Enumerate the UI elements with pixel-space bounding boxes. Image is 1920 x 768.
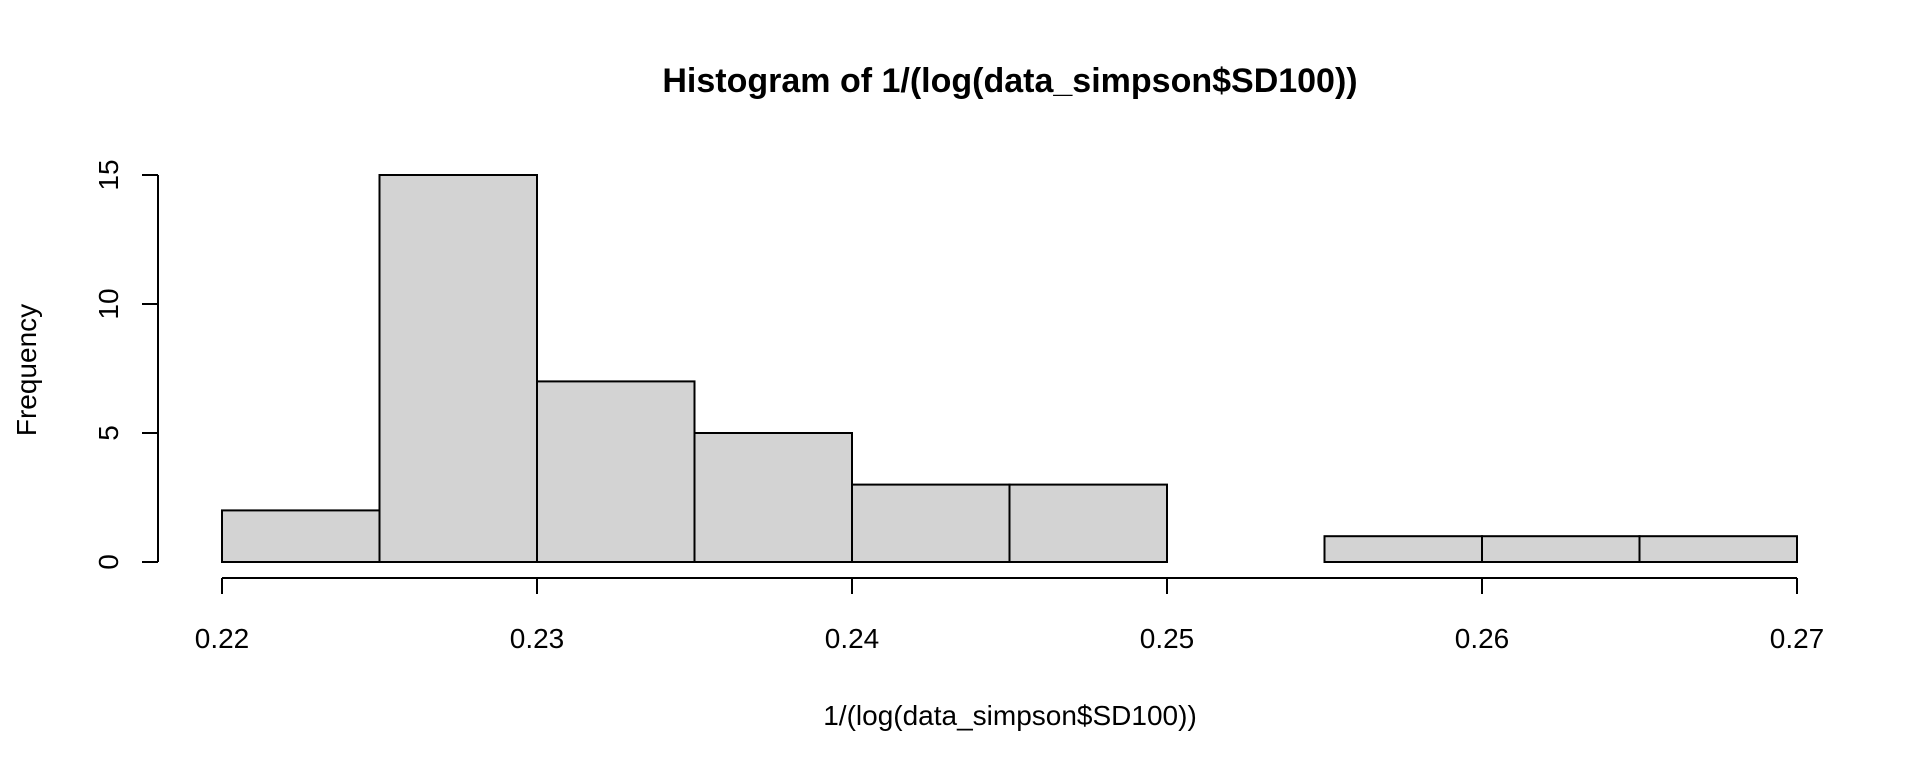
x-tick-label: 0.22 (195, 623, 250, 654)
y-axis: 0 5 10 15 (93, 159, 159, 570)
histogram-bar (1638, 535, 1798, 564)
histogram-bar (221, 509, 381, 563)
y-axis-label: Frequency (11, 304, 42, 436)
histogram-bar (693, 432, 853, 563)
x-tick-label: 0.23 (510, 623, 565, 654)
histogram-bar (851, 483, 1011, 564)
y-tick-label: 15 (93, 159, 124, 190)
x-axis-label: 1/(log(data_simpson$SD100)) (823, 700, 1197, 731)
x-tick-label: 0.27 (1770, 623, 1825, 654)
histogram-bar (536, 380, 696, 563)
histogram-bar (1008, 483, 1168, 564)
chart-title: Histogram of 1/(log(data_simpson$SD100)) (662, 62, 1357, 100)
histogram-bar (1323, 535, 1483, 564)
x-tick-label: 0.24 (825, 623, 880, 654)
y-tick-label: 10 (93, 288, 124, 319)
y-tick-label: 0 (93, 554, 124, 570)
histogram-bar (1481, 535, 1641, 564)
x-tick-label: 0.25 (1140, 623, 1195, 654)
x-axis: 0.22 0.23 0.24 0.25 0.26 0.27 (195, 577, 1825, 654)
x-tick-label: 0.26 (1455, 623, 1510, 654)
bars-group (221, 174, 1798, 564)
y-tick-label: 5 (93, 425, 124, 441)
histogram-bar (378, 174, 538, 563)
